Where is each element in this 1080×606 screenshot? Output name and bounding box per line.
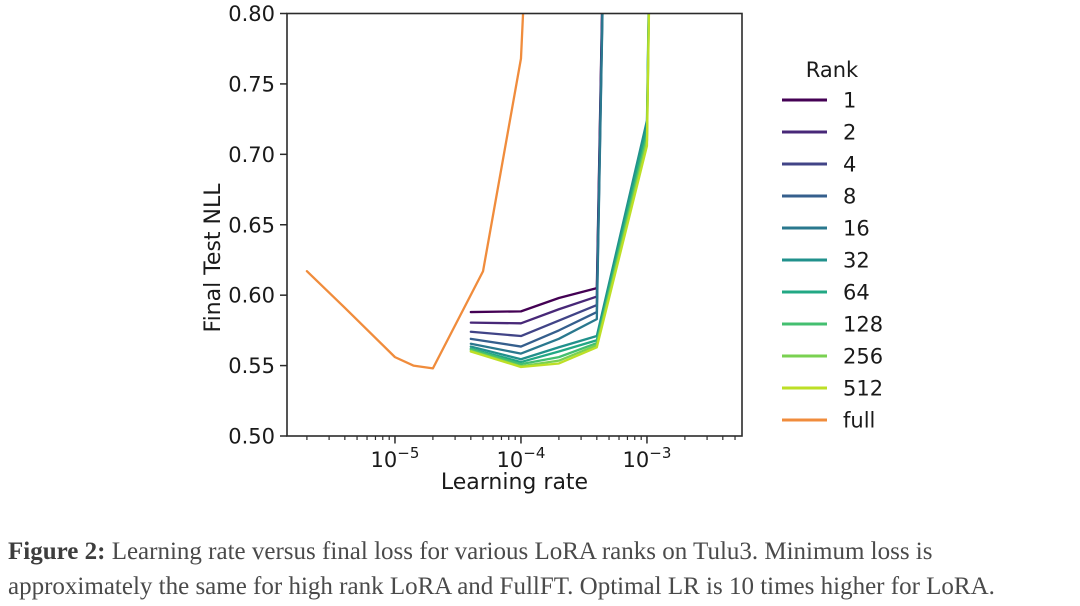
y-tick-label: 0.65	[228, 213, 275, 237]
figure-caption-line2: approximately the same for high rank LoR…	[8, 573, 995, 600]
series-line-rank-128	[469, 13, 650, 366]
series-line-rank-1	[469, 13, 604, 314]
legend-label-rank-full: full	[843, 409, 875, 433]
y-tick-label: 0.50	[228, 425, 275, 449]
y-tick-label: 0.70	[228, 143, 275, 167]
legend-label-rank-2: 2	[843, 121, 856, 145]
series-group	[305, 13, 651, 370]
ticks-group: 0.50 0.55 0.60 0.65 0.70 0.75 0.80 10−5 10−4 10−3	[228, 2, 736, 472]
y-axis-label: Final Test NLL	[201, 183, 226, 333]
legend-label-rank-256: 256	[843, 345, 883, 369]
legend-label-rank-16: 16	[843, 217, 870, 241]
x-tick-label: 10−4	[497, 444, 546, 472]
x-axis-label: Learning rate	[441, 470, 588, 495]
y-tick-label: 0.60	[228, 284, 275, 308]
figure-caption-label: Figure 2:	[8, 538, 106, 565]
figure-caption: Figure 2: Learning rate versus final los…	[8, 534, 1074, 604]
series-line-rank-2	[469, 13, 604, 325]
legend-label-rank-128: 128	[843, 313, 883, 337]
y-tick-label: 0.80	[228, 2, 275, 26]
y-tick-label: 0.55	[228, 354, 275, 378]
series-line-rank-8	[469, 13, 604, 348]
x-tick-label: 10−5	[371, 444, 420, 472]
legend-label-rank-512: 512	[843, 377, 883, 401]
series-line-rank-full	[305, 13, 525, 370]
legend-label-rank-32: 32	[843, 249, 870, 273]
legend-label-rank-64: 64	[843, 281, 870, 305]
x-tick-label: 10−3	[623, 444, 672, 472]
figure-caption-line1: Learning rate versus final loss for vari…	[105, 538, 933, 565]
series-line-rank-16	[469, 13, 604, 355]
legend: Rank 1 2 4 8 16 32 64 128 256 512 full	[782, 58, 883, 433]
axes-spines	[286, 12, 743, 437]
legend-label-rank-1: 1	[843, 89, 856, 113]
series-line-rank-4	[469, 13, 604, 338]
lr-vs-nll-chart: 0.50 0.55 0.60 0.65 0.70 0.75 0.80 10−5 10−4 10−3…	[201, 2, 883, 495]
y-tick-label: 0.75	[228, 72, 275, 96]
legend-label-rank-4: 4	[843, 153, 856, 177]
legend-title: Rank	[806, 58, 859, 82]
legend-label-rank-8: 8	[843, 185, 856, 209]
series-line-rank-32	[469, 13, 650, 361]
series-line-rank-512	[469, 13, 651, 369]
series-line-rank-64	[469, 13, 650, 364]
